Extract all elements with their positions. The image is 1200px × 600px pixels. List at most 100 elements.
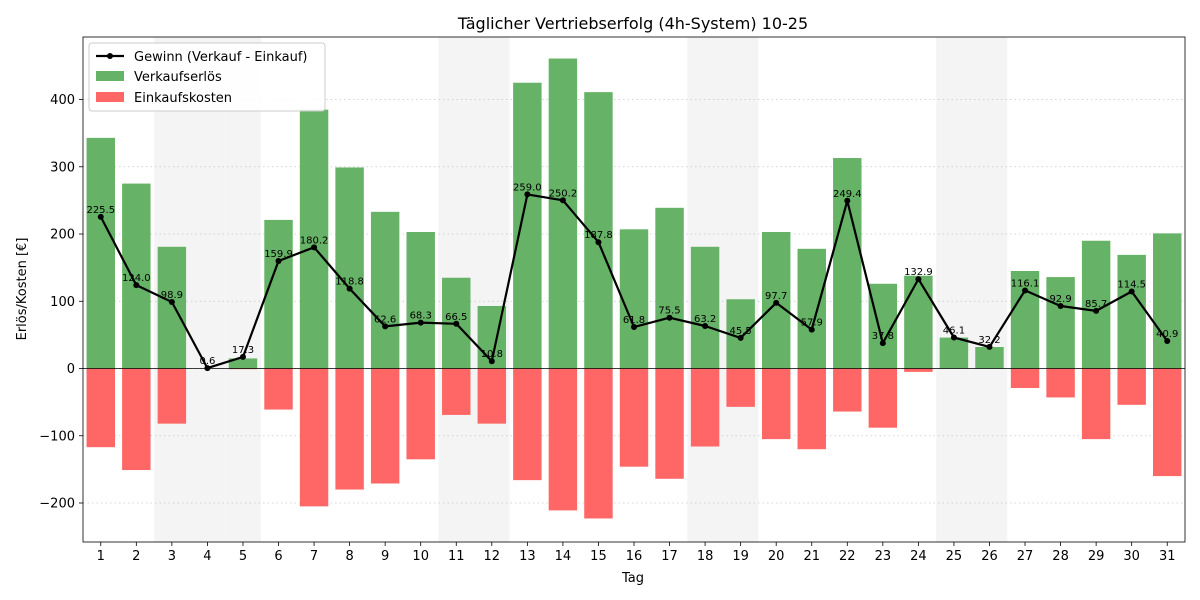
- x-tick-label: 30: [1123, 549, 1140, 564]
- cost-bar: [299, 368, 329, 507]
- x-tick-label: 4: [203, 549, 211, 564]
- profit-data-label: 225.5: [86, 205, 115, 216]
- shaded-day-band: [722, 37, 759, 542]
- shaded-day-band: [971, 37, 1008, 542]
- profit-point: [488, 358, 495, 365]
- x-tick-label: 28: [1052, 549, 1069, 564]
- profit-point: [1164, 338, 1171, 345]
- revenue-bar: [904, 275, 933, 369]
- profit-point: [773, 299, 780, 306]
- profit-point: [986, 343, 993, 350]
- profit-data-label: 46.1: [943, 326, 965, 337]
- profit-data-label: 187.8: [584, 230, 613, 241]
- profit-point: [168, 299, 175, 306]
- x-tick-label: 9: [381, 549, 389, 564]
- revenue-bar: [797, 248, 826, 369]
- profit-point: [311, 244, 318, 251]
- cost-bar: [370, 368, 400, 484]
- x-tick-label: 29: [1088, 549, 1105, 564]
- profit-data-label: 97.7: [765, 291, 787, 302]
- y-tick-label: −200: [39, 496, 75, 511]
- cost-bar: [157, 368, 187, 424]
- x-tick-label: 16: [626, 549, 643, 564]
- profit-data-label: 132.9: [904, 267, 933, 278]
- profit-data-label: 40.9: [1156, 329, 1178, 340]
- profit-point: [1128, 288, 1135, 295]
- x-tick-label: 3: [168, 549, 176, 564]
- x-tick-label: 8: [345, 549, 353, 564]
- legend-label-profit: Gewinn (Verkauf - Einkauf): [134, 50, 307, 65]
- profit-point: [417, 319, 424, 326]
- cost-bar: [904, 368, 933, 372]
- x-tick-label: 11: [448, 549, 465, 564]
- cost-bar: [584, 368, 613, 519]
- cost-bar: [833, 368, 862, 412]
- profit-point: [631, 323, 637, 330]
- x-tick-label: 27: [1017, 549, 1034, 564]
- x-tick-label: 20: [768, 549, 785, 564]
- x-tick-label: 18: [697, 549, 714, 564]
- revenue-bar: [1117, 254, 1146, 369]
- revenue-bar: [975, 346, 1004, 369]
- cost-bar: [1117, 368, 1146, 405]
- revenue-bar: [122, 183, 151, 369]
- profit-point: [1057, 303, 1064, 310]
- revenue-bar: [833, 158, 862, 369]
- revenue-bar: [548, 58, 578, 369]
- profit-point: [524, 191, 531, 198]
- legend-swatch-cost: [96, 92, 124, 102]
- legend-label-cost: Einkaufskosten: [134, 91, 232, 106]
- profit-point: [702, 323, 709, 330]
- profit-point: [879, 340, 886, 347]
- revenue-bar: [406, 232, 435, 369]
- cost-bar: [86, 368, 115, 448]
- profit-data-label: 249.4: [833, 189, 862, 200]
- plot-area: 225.5 124.0 98.9 0.6 17.3 159.9 180.2 118.8 62.6…: [39, 36, 1186, 564]
- profit-point: [275, 257, 282, 264]
- profit-data-label: 68.3: [410, 311, 432, 322]
- legend: Gewinn (Verkauf - Einkauf) Verkaufserlös…: [88, 42, 326, 112]
- cost-bar: [406, 368, 435, 460]
- revenue-bar: [86, 137, 115, 369]
- profit-point: [97, 213, 104, 220]
- revenue-bar: [1010, 271, 1040, 369]
- cost-bar: [477, 368, 507, 424]
- x-tick-label: 24: [910, 549, 927, 564]
- profit-data-label: 124.0: [122, 273, 151, 284]
- cost-bar: [690, 368, 720, 447]
- profit-data-label: 0.6: [199, 356, 215, 367]
- revenue-bar: [228, 358, 258, 369]
- x-tick-label: 23: [875, 549, 892, 564]
- profit-point: [1022, 287, 1029, 294]
- profit-data-label: 66.5: [445, 312, 467, 323]
- x-tick-label: 22: [839, 549, 856, 564]
- cost-bar: [868, 368, 898, 428]
- profit-data-label: 92.9: [1049, 294, 1071, 305]
- revenue-bar: [299, 109, 329, 369]
- legend-swatch-revenue: [96, 71, 124, 81]
- profit-data-label: 259.0: [513, 182, 542, 193]
- revenue-bar: [619, 229, 649, 369]
- profit-data-label: 118.8: [335, 277, 364, 288]
- revenue-bar: [1046, 277, 1075, 369]
- profit-point: [950, 334, 957, 341]
- profit-point: [239, 353, 246, 360]
- x-tick-label: 5: [239, 549, 247, 564]
- y-tick-label: 400: [50, 93, 75, 108]
- legend-marker-swatch: [107, 53, 113, 59]
- revenue-bar: [370, 211, 400, 369]
- profit-point: [595, 239, 602, 246]
- x-tick-label: 14: [555, 549, 572, 564]
- profit-data-label: 10.8: [481, 349, 503, 360]
- y-axis-title: Erlös/Kosten [€]: [15, 238, 30, 341]
- revenue-bar: [264, 219, 293, 369]
- x-tick-label: 19: [732, 549, 749, 564]
- legend-label-revenue: Verkaufserlös: [134, 70, 222, 85]
- revenue-bar: [690, 246, 720, 369]
- profit-data-label: 17.3: [232, 345, 254, 356]
- revenue-bar: [1153, 233, 1182, 369]
- x-tick-label: 12: [484, 549, 501, 564]
- x-tick-label: 1: [97, 549, 105, 564]
- shaded-day-band: [474, 37, 510, 542]
